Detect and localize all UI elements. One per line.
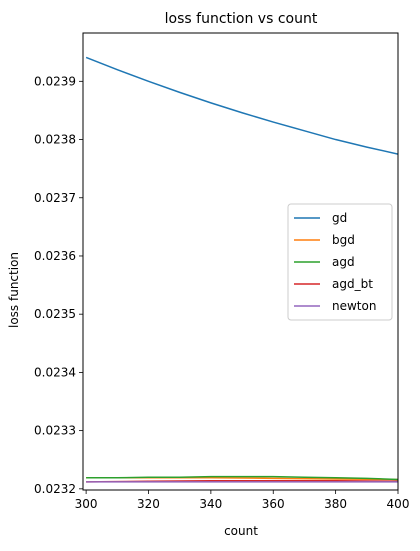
y-tick-label: 0.0238 xyxy=(34,133,76,147)
tick-layer: 300 320 340 360 380 400 0.0232 0.0233 0.0234 0.02… xyxy=(34,74,409,511)
y-tick-label: 0.0236 xyxy=(34,249,76,263)
legend-label-agd: agd xyxy=(332,255,355,269)
chart-title: loss function vs count xyxy=(165,11,318,27)
series-line-gd xyxy=(85,56,398,155)
legend-label-gd: gd xyxy=(332,211,347,225)
x-tick-label: 340 xyxy=(199,497,222,511)
x-tick-label: 400 xyxy=(387,497,410,511)
y-tick-label: 0.0235 xyxy=(34,307,76,321)
series-layer xyxy=(85,56,398,483)
legend-label-bgd: bgd xyxy=(332,233,355,247)
y-tick-label: 0.0234 xyxy=(34,365,76,379)
y-tick-label: 0.0239 xyxy=(34,74,76,88)
y-tick-label: 0.0233 xyxy=(34,424,76,438)
x-tick-label: 300 xyxy=(75,497,98,511)
plot-frame xyxy=(82,32,399,491)
y-tick-label: 0.0237 xyxy=(34,191,76,205)
y-tick-label: 0.0232 xyxy=(34,482,76,496)
legend-label-newton: newton xyxy=(332,299,376,313)
y-axis-label: loss function xyxy=(7,252,21,328)
series-line-agd xyxy=(86,475,398,481)
x-tick-label: 360 xyxy=(262,497,285,511)
legend-label-agd-bt: agd_bt xyxy=(332,277,373,291)
x-tick-label: 320 xyxy=(137,497,160,511)
x-axis-label: count xyxy=(224,524,258,538)
legend-box xyxy=(287,203,393,321)
x-tick-label: 380 xyxy=(324,497,347,511)
